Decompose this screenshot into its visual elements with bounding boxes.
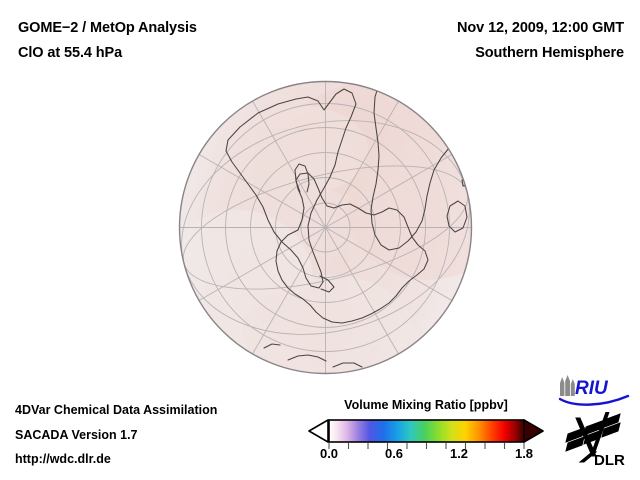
- colorbar-overflow-arrow: [523, 419, 544, 443]
- colorbar-underflow-arrow: [308, 419, 329, 443]
- species-level-label: ClO at 55.4 hPa: [18, 45, 123, 61]
- datetime-label: Nov 12, 2009, 12:00 GMT: [457, 20, 624, 36]
- colorbar-gradient: [308, 419, 544, 449]
- page-title: GOME−2 / MetOp Analysis: [18, 20, 197, 36]
- method-label: 4DVar Chemical Data Assimilation: [15, 403, 218, 417]
- orthographic-projection-svg: [178, 80, 473, 375]
- riu-tower-icon: [560, 375, 575, 396]
- colorbar-ticks: [328, 443, 525, 449]
- riu-logo: RIU: [558, 375, 630, 406]
- colorbar: Volume Mixing Ratio [ppbv] 0.0 0.6 1.2 1.8: [308, 398, 544, 470]
- colorbar-tick-label: 0.0: [319, 446, 339, 461]
- colorbar-tick-label: 1.2: [449, 446, 469, 461]
- globe-limb: [178, 80, 473, 375]
- colorbar-tick-label: 0.6: [384, 446, 404, 461]
- colorbar-title: Volume Mixing Ratio [ppbv]: [344, 398, 508, 412]
- colorbar-tick-label: 1.8: [514, 446, 534, 461]
- dlr-logo: DLR: [565, 412, 625, 468]
- globe-map: [178, 80, 473, 375]
- hemisphere-label: Southern Hemisphere: [475, 45, 624, 61]
- colorbar-tick-labels: 0.0 0.6 1.2 1.8: [308, 446, 544, 466]
- globe-disk: [179, 81, 472, 374]
- website-link[interactable]: http://wdc.dlr.de: [15, 452, 111, 466]
- version-label: SACADA Version 1.7: [15, 428, 138, 442]
- riu-wordmark: RIU: [575, 378, 609, 399]
- colorbar-ramp: [328, 419, 525, 443]
- riu-swoosh-icon: [558, 394, 630, 406]
- dlr-mark-icon: [565, 412, 621, 463]
- dlr-wordmark: DLR: [594, 452, 625, 468]
